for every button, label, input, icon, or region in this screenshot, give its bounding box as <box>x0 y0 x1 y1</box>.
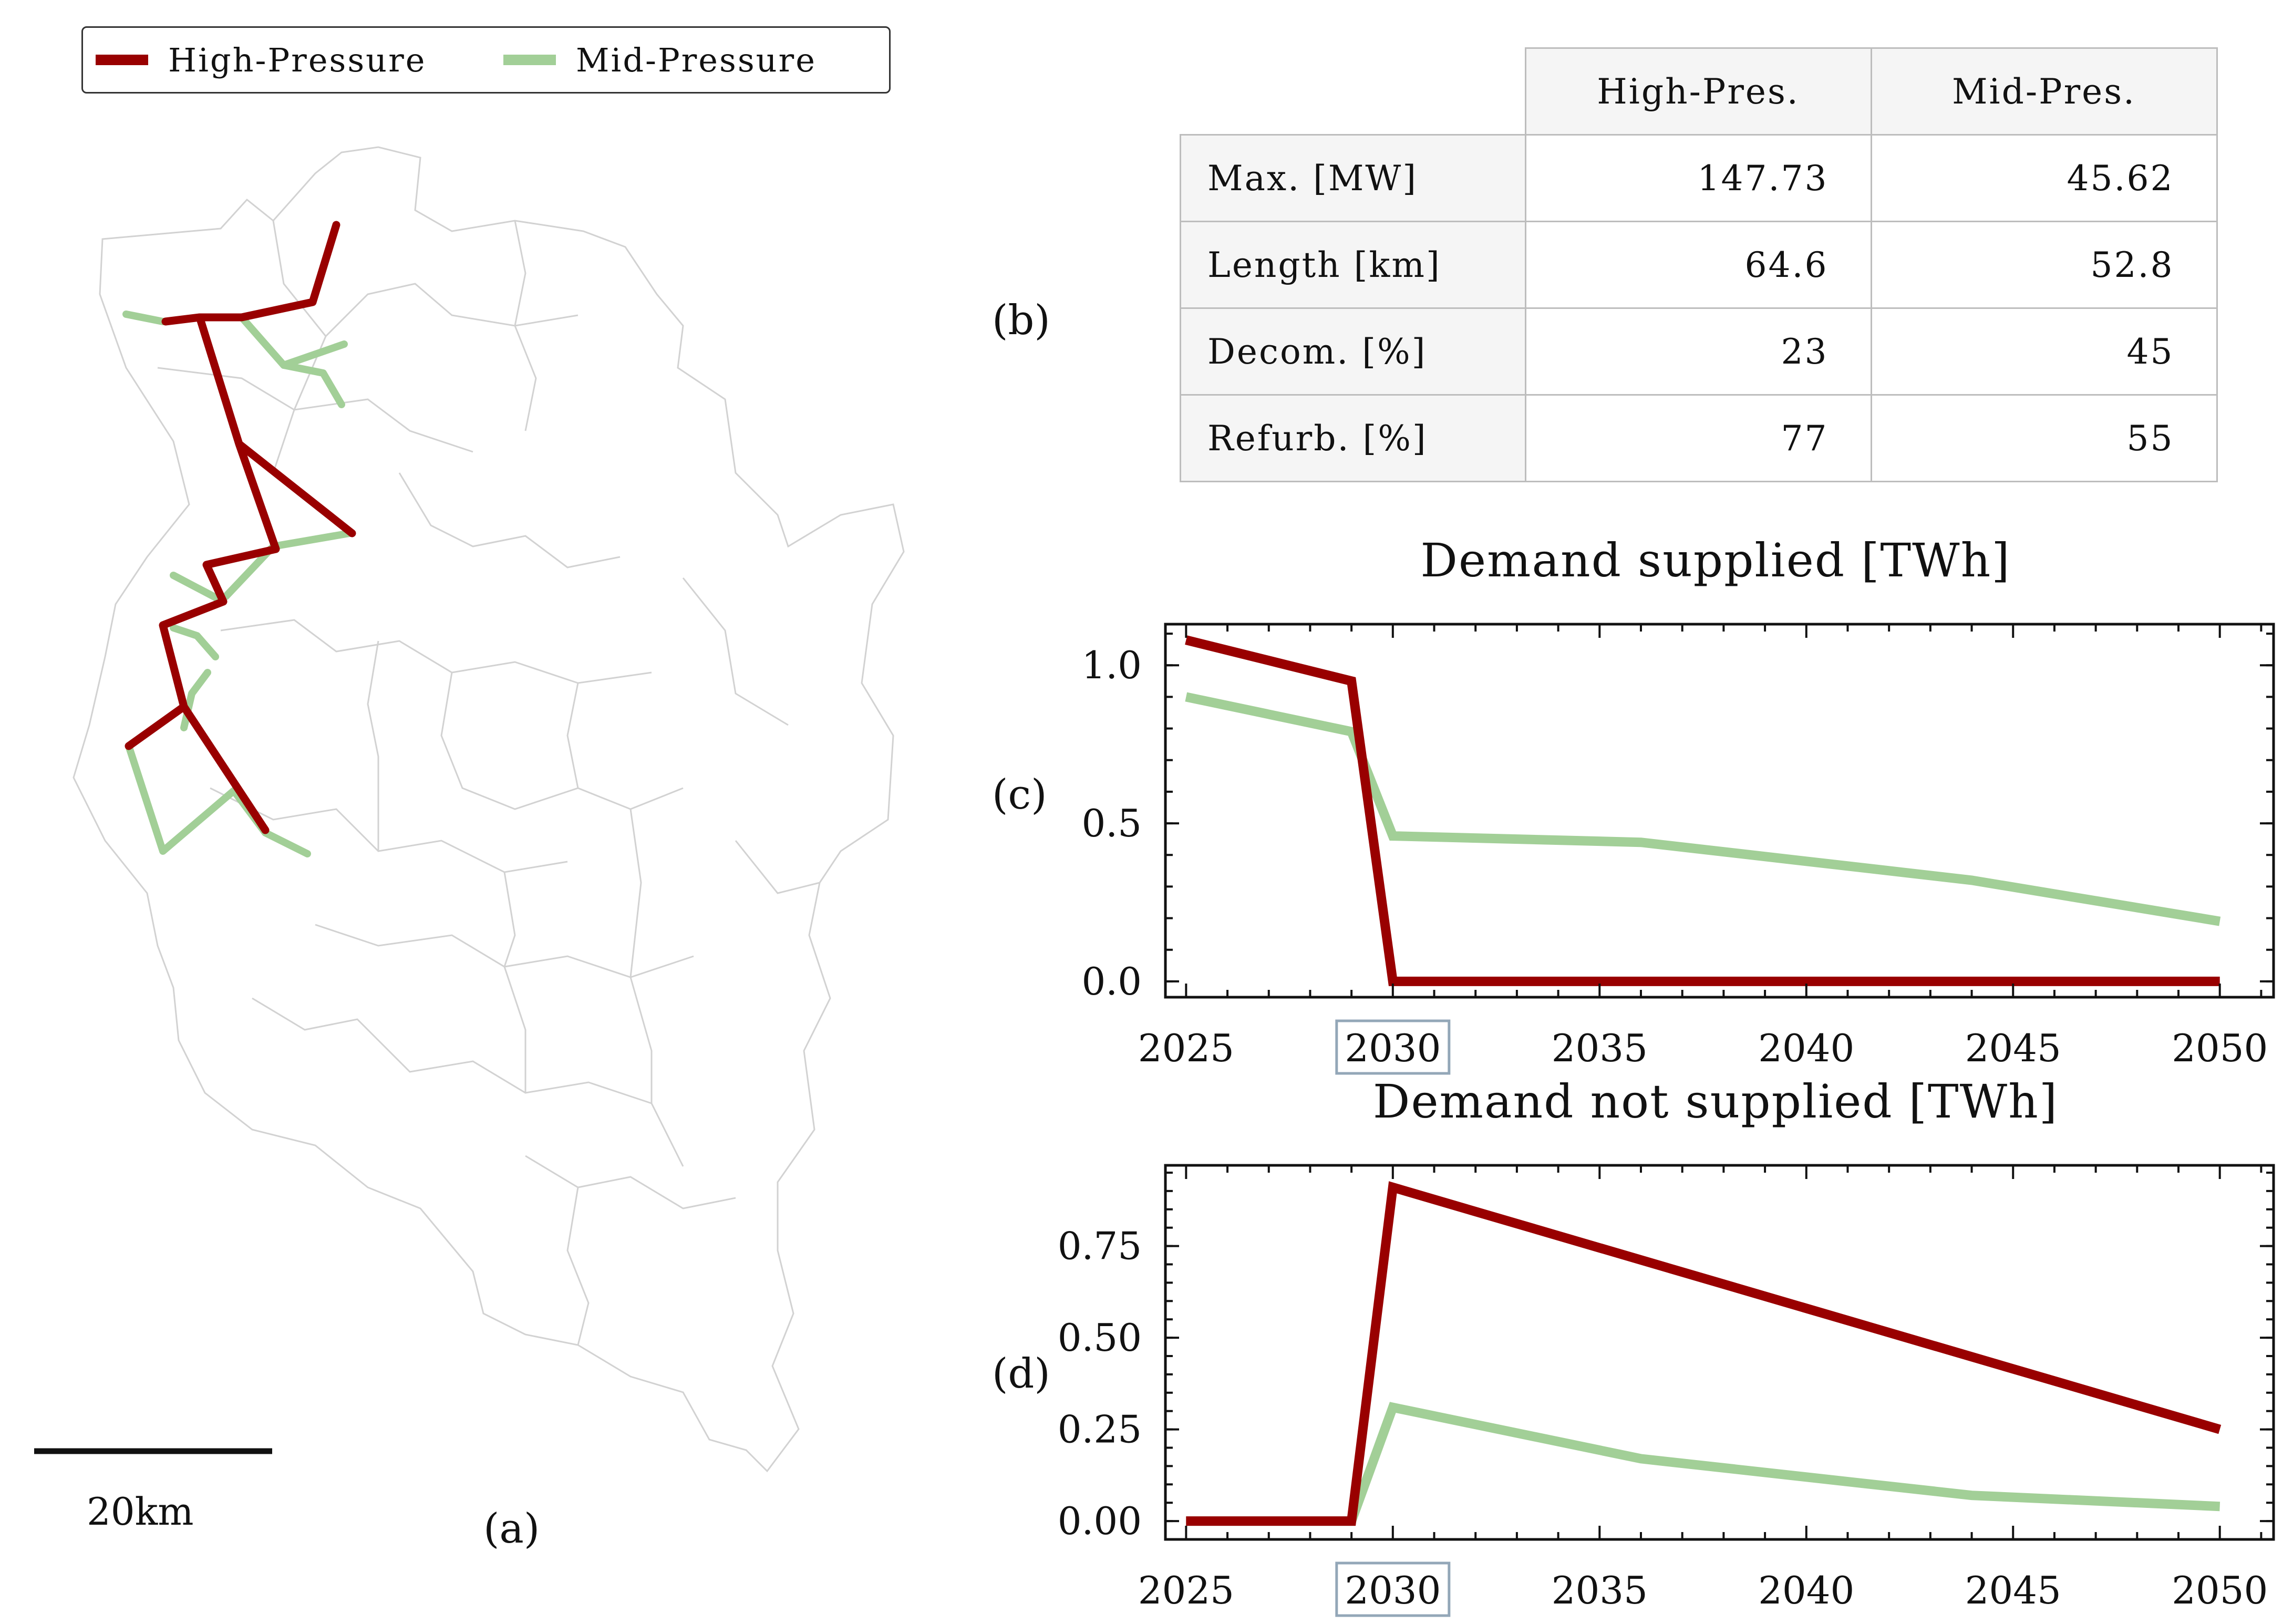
y-tick-label: 0.5 <box>1081 801 1142 845</box>
panel-label-b: (b) <box>992 297 1050 344</box>
table-cell: 55 <box>1870 394 2218 482</box>
x-tick-label: 2035 <box>1552 1026 1648 1070</box>
table-row: Length [km] 64.6 52.8 <box>1180 221 2218 309</box>
municipality-boundaries <box>73 146 905 1473</box>
legend-item-mid-pressure: Mid-Pressure <box>503 28 817 92</box>
region-outline <box>73 146 905 1473</box>
x-tick-label: 2030 <box>1345 1026 1441 1070</box>
table-cell: 77 <box>1524 394 1872 482</box>
pipelines <box>122 221 356 857</box>
district-boundary <box>682 577 789 726</box>
legend-item-high-pressure: High-Pressure <box>96 28 426 92</box>
y-tick-label: 1.0 <box>1081 643 1142 687</box>
y-tick-label: 0.50 <box>1058 1316 1142 1360</box>
district-boundary <box>252 997 652 1104</box>
table-cell: 45.62 <box>1870 134 2218 222</box>
legend-swatch-high-pressure <box>96 55 148 65</box>
scale-bar-label: 20km <box>87 1489 194 1534</box>
district-boundary <box>525 1155 736 1209</box>
table-cell: 147.73 <box>1524 134 1872 222</box>
x-tick-label: 2045 <box>1965 1026 2061 1070</box>
table-row-label: Length [km] <box>1180 221 1526 309</box>
district-boundary <box>735 840 820 894</box>
x-tick-label: 2040 <box>1758 1026 1854 1070</box>
table-header-mid-pres: Mid-Pres. <box>1870 47 2218 136</box>
high-pressure-pipelines <box>125 221 356 834</box>
table-cell: 23 <box>1524 307 1872 396</box>
highlight-box-2030 <box>1335 1561 1451 1617</box>
y-tick-label: 0.0 <box>1081 959 1142 1004</box>
district-boundary <box>440 672 684 810</box>
x-tick-label: 2050 <box>2172 1026 2268 1070</box>
table-row: Max. [MW] 147.73 45.62 <box>1180 134 2218 222</box>
district-boundary <box>315 924 694 978</box>
district-boundary <box>566 682 579 789</box>
network-map <box>73 146 905 1473</box>
district-boundary <box>398 472 621 568</box>
district-boundary <box>629 809 684 1167</box>
panel-label-c: (c) <box>992 771 1047 819</box>
legend-label-mid-pressure: Mid-Pressure <box>576 40 817 79</box>
axes-frame <box>1164 623 2275 999</box>
table-row: Refurb. [%] 77 55 <box>1180 394 2218 482</box>
chart-title-demand-not-supplied: Demand not supplied [TWh] <box>1372 1074 2059 1129</box>
y-tick-label: 0.00 <box>1058 1499 1142 1543</box>
table-row-label: Refurb. [%] <box>1180 394 1526 482</box>
x-tick-label: 2045 <box>1965 1568 2061 1612</box>
axes-frame <box>1164 1164 2275 1541</box>
y-tick-label: 0.75 <box>1058 1224 1142 1268</box>
y-tick-label: 0.25 <box>1058 1408 1142 1452</box>
x-tick-label: 2030 <box>1345 1568 1441 1612</box>
series-line-high-pressure <box>1185 635 2220 986</box>
x-tick-label: 2025 <box>1138 1568 1234 1612</box>
table-cell: 64.6 <box>1524 221 1872 309</box>
highlight-box-2030 <box>1335 1019 1451 1075</box>
series-line-mid-pressure <box>1186 1402 2220 1526</box>
x-tick-label: 2025 <box>1138 1026 1234 1070</box>
district-boundary <box>503 872 526 1093</box>
pipeline-stats-table: High-Pres. Mid-Pres. Max. [MW] 147.73 45… <box>1180 47 2218 482</box>
table-cell: 45 <box>1870 307 2218 396</box>
chart-demand-not-supplied: 0.00 0.25 0.50 0.75 2025 2030 2035 2040 2045 2050 <box>1058 1164 2275 1617</box>
district-boundary <box>272 220 327 473</box>
x-tick-label: 2050 <box>2172 1568 2268 1612</box>
chart-title-demand-supplied: Demand supplied [TWh] <box>1420 533 2011 587</box>
series-line-mid-pressure <box>1185 692 2221 926</box>
table-row-label: Max. [MW] <box>1180 134 1526 222</box>
district-boundary <box>514 220 537 431</box>
legend-swatch-mid-pressure <box>503 55 556 65</box>
panel-label-a: (a) <box>483 1505 540 1553</box>
table-header-high-pres: High-Pres. <box>1524 47 1872 136</box>
district-boundary <box>157 367 473 453</box>
mid-pressure-pipelines <box>122 311 353 857</box>
table-cell: 52.8 <box>1870 221 2218 309</box>
district-boundary <box>325 283 579 337</box>
table-header-row: High-Pres. Mid-Pres. <box>1180 47 2218 136</box>
x-tick-label: 2040 <box>1758 1568 1854 1612</box>
legend-label-high-pressure: High-Pressure <box>168 40 427 79</box>
chart-demand-supplied: 0.0 0.5 1.0 2025 2030 2035 2040 2045 2050 <box>1081 623 2275 1075</box>
x-tick-label: 2035 <box>1552 1568 1648 1612</box>
panel-label-d: (d) <box>992 1350 1050 1398</box>
series-line-high-pressure <box>1186 1181 2222 1526</box>
table-row-label: Decom. [%] <box>1180 307 1526 396</box>
district-boundary <box>220 619 652 684</box>
district-boundary <box>367 640 379 851</box>
district-boundary <box>566 1187 590 1346</box>
table-row: Decom. [%] 23 45 <box>1180 307 2218 396</box>
legend: High-Pressure Mid-Pressure <box>81 26 891 94</box>
table-corner <box>1180 48 1526 136</box>
